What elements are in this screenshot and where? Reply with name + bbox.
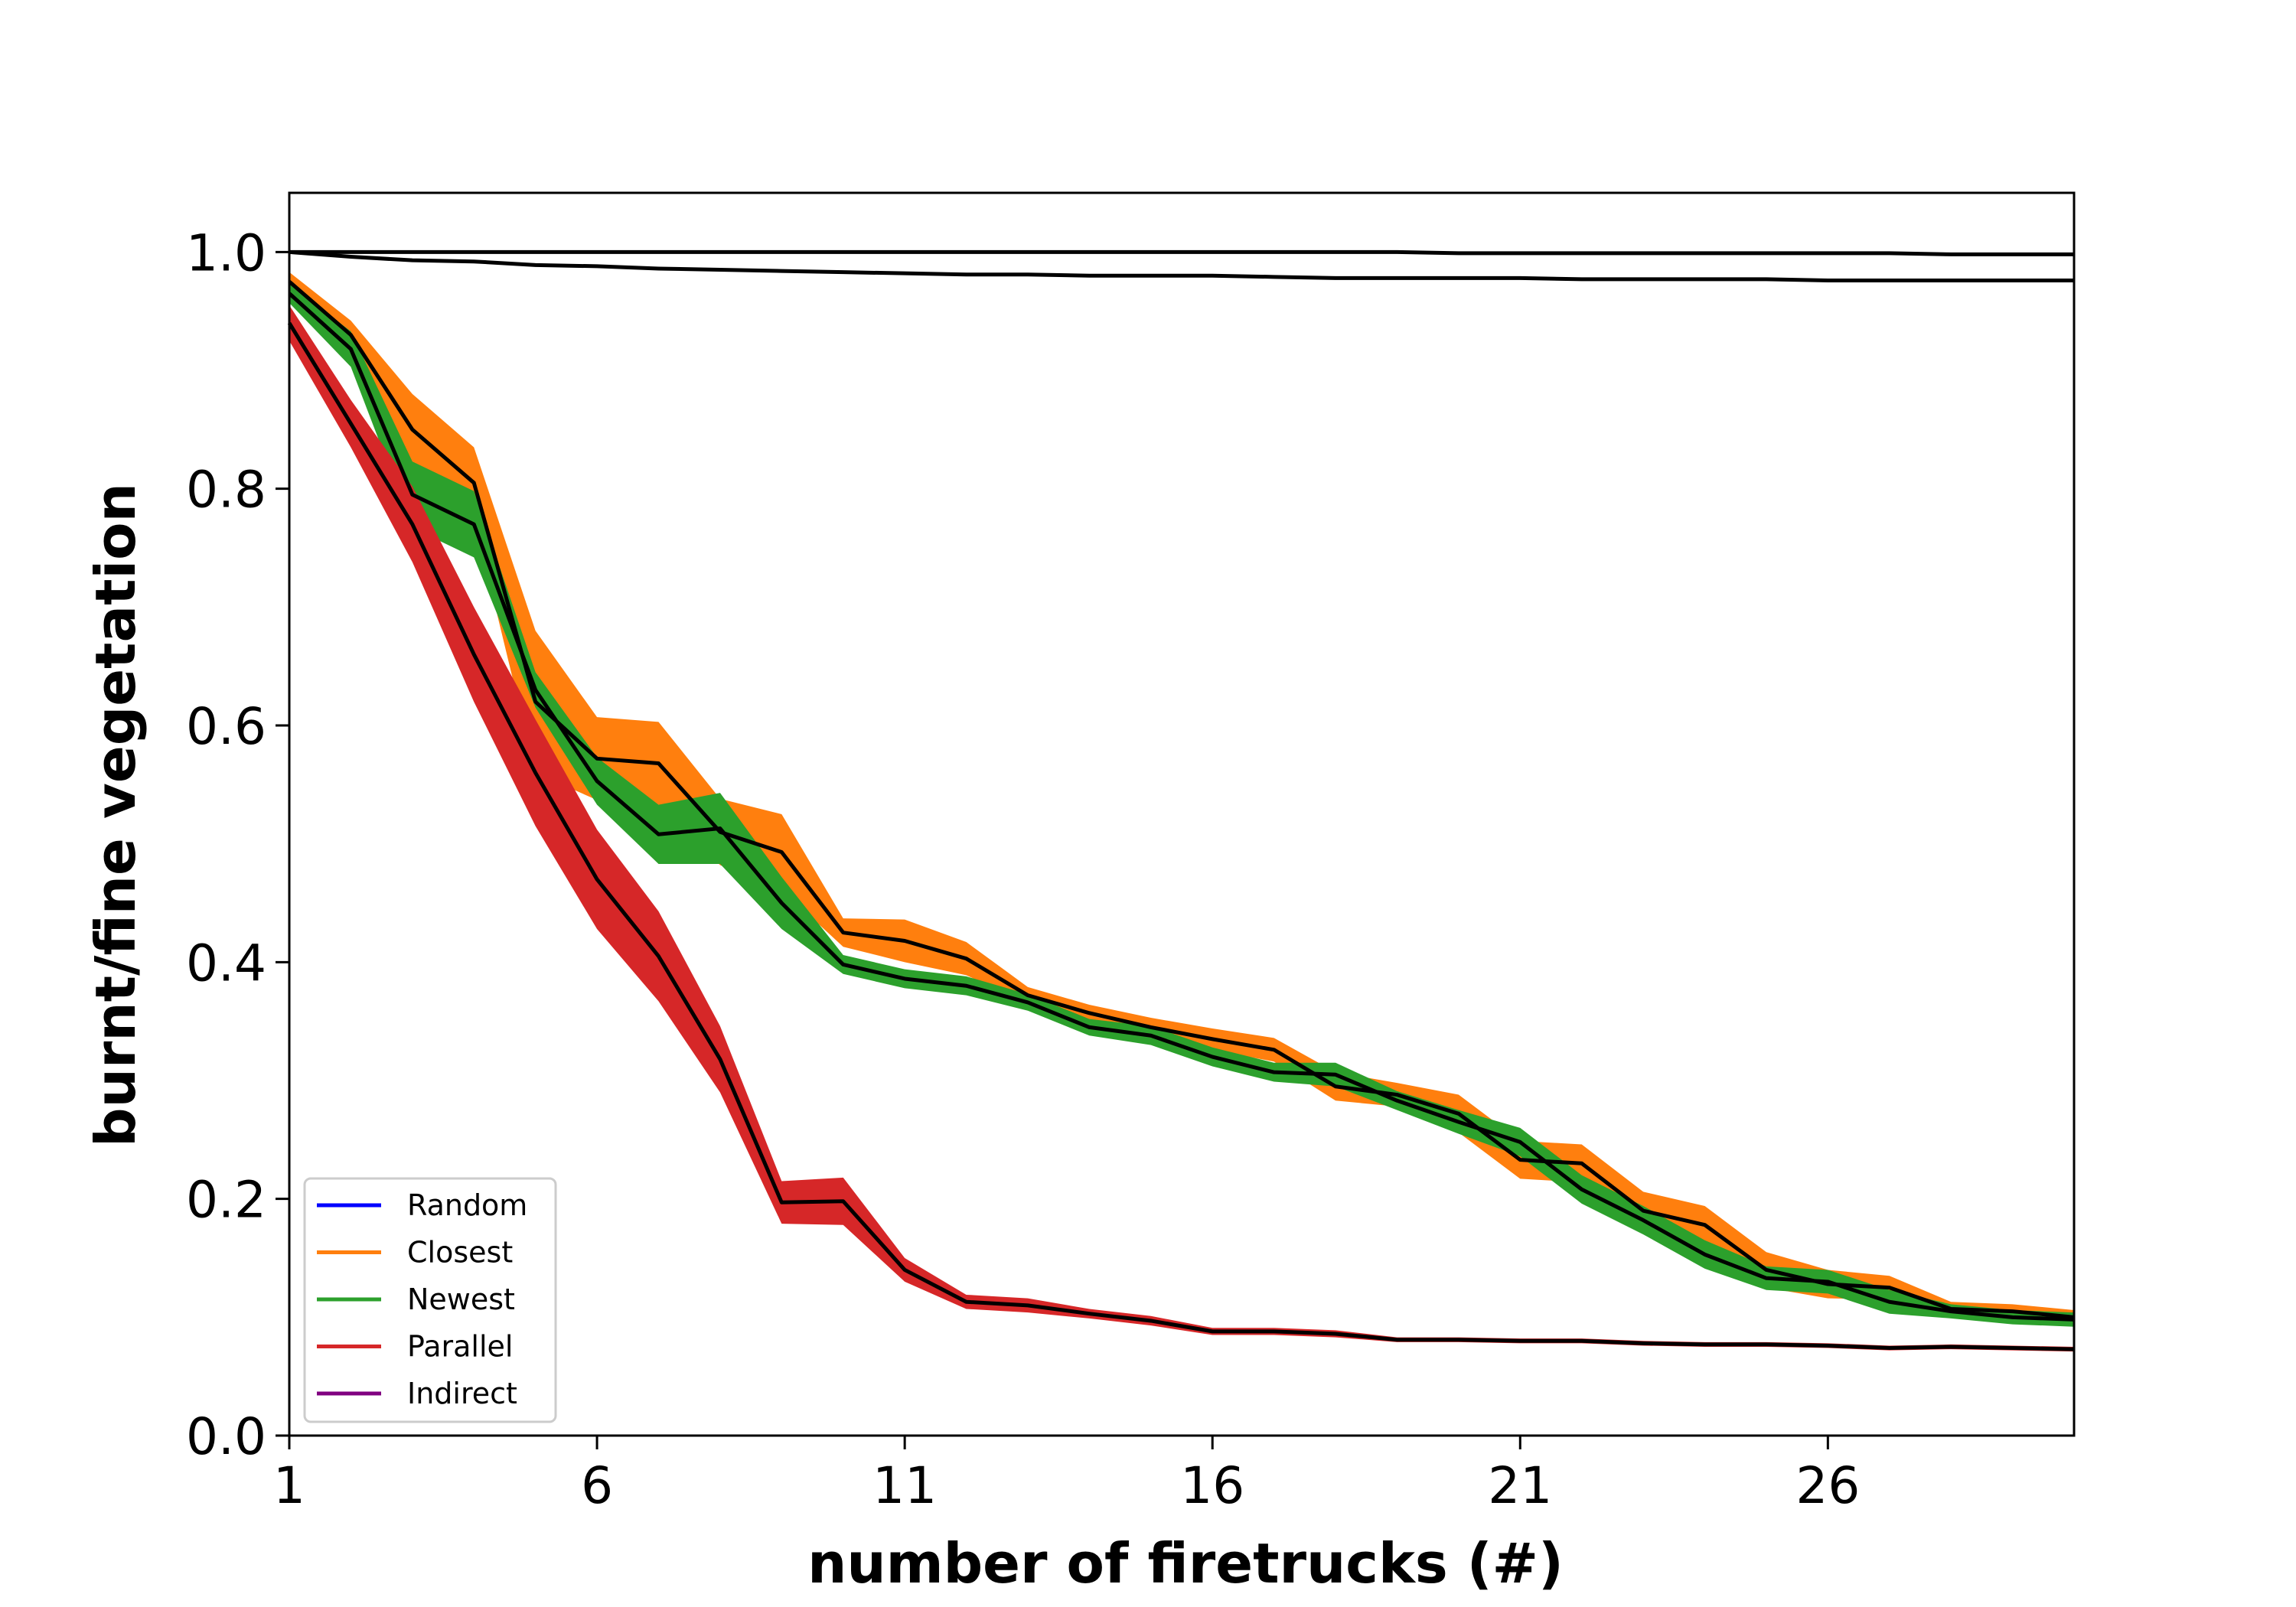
x-tick-label: 1: [273, 1456, 305, 1515]
x-axis-ticks: 1 6 11 16 21 26: [273, 1436, 1860, 1515]
x-tick-label: 21: [1488, 1456, 1552, 1515]
y-tick-label: 0.4: [186, 934, 266, 993]
line-random: [289, 249, 2074, 256]
y-tick-label: 0.2: [186, 1171, 266, 1230]
line-indirect: [289, 249, 2074, 282]
legend-label-random: Random: [407, 1188, 527, 1222]
legend-box: [303, 1177, 557, 1423]
band-newest: [289, 284, 2074, 1327]
x-tick-label: 6: [581, 1456, 613, 1515]
x-tick-label: 26: [1795, 1456, 1860, 1515]
band-parallel: [289, 305, 2074, 1352]
y-tick-label: 0.6: [186, 697, 266, 756]
y-tick-label: 1.0: [186, 223, 266, 282]
legend: Random Closest Newest Parallel Indirect: [303, 1177, 557, 1423]
y-tick-label: 0.0: [186, 1407, 266, 1466]
plot-frame: [288, 191, 2076, 1437]
line-newest: [288, 292, 2075, 1322]
x-axis-title: number of firetrucks (#): [807, 1531, 1564, 1596]
x-tick-label: 11: [872, 1456, 937, 1515]
legend-label-newest: Newest: [407, 1283, 515, 1316]
mean-lines: [287, 249, 2075, 1351]
y-axis-title: burnt/fine vegetation: [83, 483, 148, 1147]
legend-label-parallel: Parallel: [407, 1330, 513, 1364]
legend-label-closest: Closest: [407, 1236, 513, 1270]
line-parallel: [287, 321, 2075, 1351]
y-tick-label: 0.8: [186, 461, 266, 520]
confidence-bands: [289, 272, 2074, 1352]
x-tick-label: 16: [1180, 1456, 1244, 1515]
y-axis-ticks: 0.0 0.2 0.4 0.6 0.8 1.0: [186, 223, 289, 1466]
line-closest: [288, 280, 2075, 1319]
legend-label-indirect: Indirect: [407, 1377, 517, 1410]
